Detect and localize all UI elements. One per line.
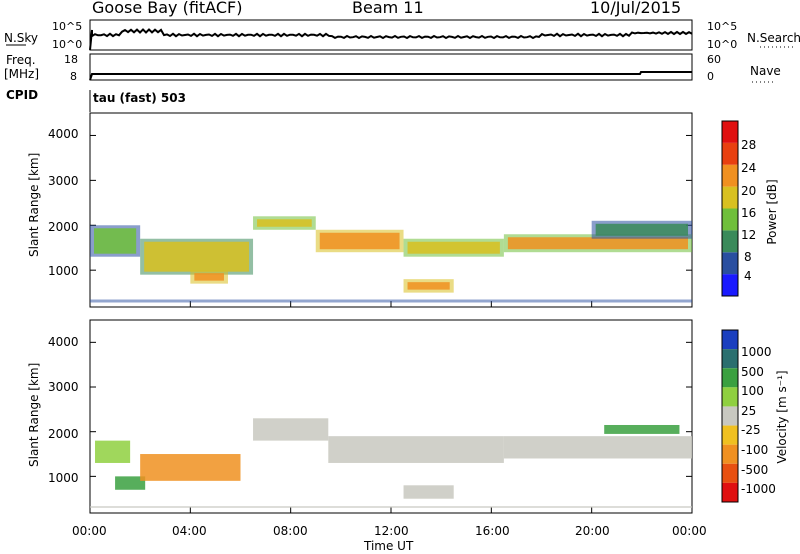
velocity-cbar-seg-7 bbox=[722, 463, 738, 483]
power-cbar-tick-2: 20 bbox=[741, 184, 757, 198]
velocity-cbar-frame bbox=[721, 329, 739, 503]
power-cbar-frame bbox=[721, 120, 739, 297]
noise-sky-trace bbox=[89, 28, 693, 51]
velocity-cbar-seg-2 bbox=[722, 368, 738, 388]
nave-tick-0: 0 bbox=[707, 70, 714, 83]
power-cbar-seg-2 bbox=[722, 230, 738, 253]
power-ytick-1000: 1000 bbox=[48, 264, 79, 278]
power-cbar-tick-0: 28 bbox=[741, 138, 757, 152]
xtick-3: 12:00 bbox=[374, 524, 409, 538]
xtick-6: 00:00 bbox=[672, 524, 707, 538]
velocity-cbar-seg-5 bbox=[722, 425, 738, 445]
power-cbar-seg-1 bbox=[722, 252, 738, 275]
nave-tick-60: 60 bbox=[707, 53, 721, 66]
power-band-3 bbox=[257, 219, 312, 227]
nave-label: Nave bbox=[750, 64, 781, 78]
power-cbar-seg-6 bbox=[722, 142, 738, 165]
noise-tick-bottom-left: 10^0 bbox=[52, 38, 83, 51]
vel-cbar-tick-7: -1000 bbox=[741, 482, 776, 496]
power-band-0 bbox=[94, 228, 137, 254]
noise-tick-bottom-right: 10^0 bbox=[707, 38, 738, 51]
velocity-band-4 bbox=[328, 436, 504, 463]
vel-cbar-tick-5: -100 bbox=[741, 443, 769, 457]
freq-panel-frame bbox=[89, 53, 693, 81]
power-band-2 bbox=[194, 273, 224, 281]
velocity-cbar-seg-1 bbox=[722, 349, 738, 369]
power-cbar-tick-5: 8 bbox=[744, 250, 752, 264]
power-band-1 bbox=[144, 241, 250, 272]
velocity-band-6 bbox=[503, 436, 692, 459]
vel-cbar-tick-0: 1000 bbox=[741, 345, 772, 359]
xtick-2: 08:00 bbox=[273, 524, 308, 538]
freq-tick-8: 8 bbox=[70, 70, 77, 83]
xtick-4: 16:00 bbox=[475, 524, 510, 538]
power-cbar-seg-7 bbox=[722, 121, 738, 143]
velocity-cbar-seg-6 bbox=[722, 444, 738, 464]
velocity-band-3 bbox=[253, 418, 329, 441]
freq-label-2: [MHz] bbox=[4, 67, 40, 81]
power-ytick-2000: 2000 bbox=[48, 220, 79, 234]
power-cbar-tick-1: 24 bbox=[741, 161, 757, 175]
power-band-7 bbox=[507, 237, 688, 250]
xtick-1: 04:00 bbox=[172, 524, 207, 538]
velocity-band-5 bbox=[403, 485, 454, 499]
velocity-cbar-seg-0 bbox=[722, 330, 738, 350]
vel-ytick-2000: 2000 bbox=[48, 427, 79, 441]
power-band-6 bbox=[407, 282, 450, 290]
power-cbar-seg-5 bbox=[722, 164, 738, 187]
vel-cbar-tick-2: 100 bbox=[741, 384, 764, 398]
date-label: 10/Jul/2015 bbox=[590, 0, 682, 17]
velocity-panel-frame bbox=[89, 319, 693, 514]
power-cbar-seg-0 bbox=[722, 274, 738, 296]
cpid-label: CPID bbox=[6, 88, 39, 102]
power-band-4 bbox=[319, 232, 400, 250]
station-title: Goose Bay (fitACF) bbox=[92, 0, 243, 17]
xtick-5: 20:00 bbox=[575, 524, 610, 538]
vel-cbar-tick-4: -25 bbox=[741, 423, 761, 437]
vel-cbar-tick-6: -500 bbox=[741, 463, 769, 477]
freq-label-1: Freq. bbox=[6, 53, 36, 67]
power-cbar-tick-3: 16 bbox=[741, 206, 757, 220]
cpid-value: tau (fast) 503 bbox=[93, 91, 186, 105]
velocity-cbar-seg-8 bbox=[722, 482, 738, 502]
vel-ytick-1000: 1000 bbox=[48, 471, 79, 485]
vel-ytick-4000: 4000 bbox=[48, 335, 79, 349]
vel-ytick-3000: 3000 bbox=[48, 380, 79, 394]
power-cbar-tick-4: 12 bbox=[741, 228, 757, 242]
velocity-band-7 bbox=[604, 424, 680, 434]
vel-cbar-tick-1: 500 bbox=[741, 365, 764, 379]
xaxis-label: Time UT bbox=[364, 539, 414, 553]
vel-cbar-tick-3: 25 bbox=[741, 404, 757, 418]
power-cbar-tick-6: 4 bbox=[744, 269, 752, 283]
noise-tick-top-left: 10^5 bbox=[52, 20, 83, 33]
xtick-0: 00:00 bbox=[72, 524, 107, 538]
power-ytick-3000: 3000 bbox=[48, 174, 79, 188]
velocity-cbar-seg-3 bbox=[722, 387, 738, 407]
power-panel-frame bbox=[89, 112, 693, 308]
velocity-band-1 bbox=[115, 476, 146, 490]
freq-trace bbox=[89, 71, 692, 81]
beam-label: Beam 11 bbox=[352, 0, 424, 17]
velocity-band-0 bbox=[95, 440, 131, 463]
power-band-5 bbox=[407, 241, 500, 254]
noise-tick-top-right: 10^5 bbox=[707, 20, 738, 33]
power-cbar-seg-4 bbox=[722, 186, 738, 209]
nsky-label: N.Sky bbox=[4, 31, 39, 45]
power-cbar-seg-3 bbox=[722, 208, 738, 231]
power-band-8 bbox=[595, 223, 688, 236]
velocity-cbar-seg-4 bbox=[722, 406, 738, 426]
freq-tick-18: 18 bbox=[64, 53, 78, 66]
power-ytick-4000: 4000 bbox=[48, 127, 79, 141]
nsearch-label: N.Search bbox=[747, 31, 800, 45]
noise-panel-frame bbox=[89, 19, 693, 51]
velocity-band-2 bbox=[140, 454, 241, 481]
